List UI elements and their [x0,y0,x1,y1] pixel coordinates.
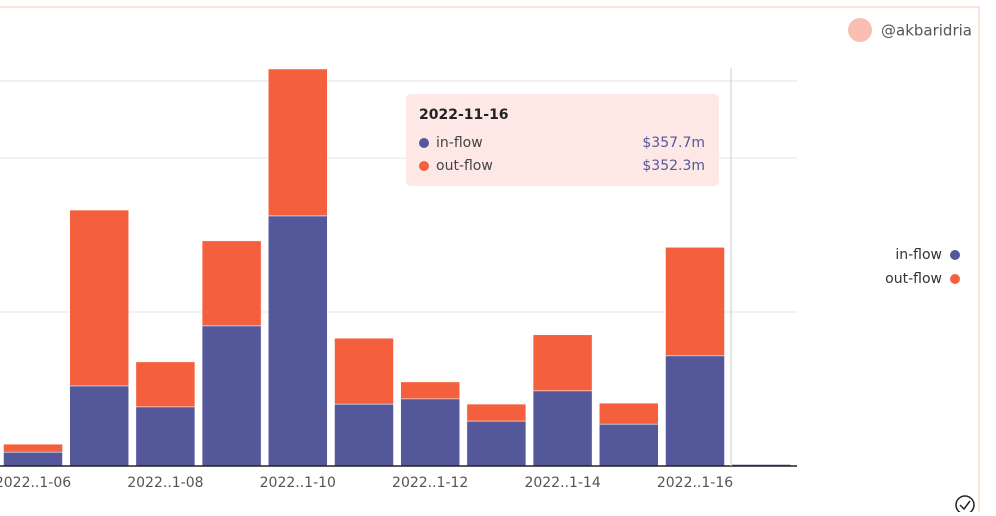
tooltip [406,94,719,186]
legend-label: in-flow [895,247,942,263]
x-tick-label: 2022..1-16 [657,475,733,491]
tooltip-title: 2022-11-16 [419,107,509,123]
bar-segment [599,423,659,467]
bar-segment [201,325,262,467]
x-tick-label: 2022..1-12 [392,475,468,491]
tooltip-value: $352.3m [642,158,705,174]
bar-segment [466,403,527,422]
bar-segment [3,443,63,453]
bar-segment [201,240,262,327]
bar-segment [135,361,196,408]
bar-segment [69,209,129,387]
legend-dot [950,250,960,260]
tooltip-dot [419,138,429,148]
legend-label: out-flow [885,271,942,287]
check-icon-mark [959,500,971,511]
bar-segment [268,215,328,467]
legend-dot [950,274,960,284]
bar-segment [334,337,394,405]
tooltip-name: out-flow [436,158,493,174]
username: @akbaridria [881,22,972,40]
x-tick-label: 2022..1-06 [0,475,71,491]
bar-segment [334,403,394,467]
tooltip-name: in-flow [436,135,483,151]
check-icon [955,495,975,515]
x-tick-label: 2022..1-14 [524,475,600,491]
bar-segment [466,420,527,467]
bar-segment [532,334,593,392]
avatar [848,18,872,42]
tooltip-dot [419,161,429,171]
tooltip-value: $357.7m [642,135,705,151]
bar-segment [400,381,460,400]
bar-segment [135,406,196,467]
x-tick-label: 2022..1-08 [127,475,203,491]
bar-segment [665,247,725,357]
bar-segment [532,390,593,467]
bar-segment [69,385,129,467]
bar-segment [268,68,328,217]
frame [0,6,980,516]
bar-segment [599,402,659,425]
bar-segment [3,451,63,467]
x-tick-label: 2022..1-10 [260,475,336,491]
bar-segment [400,398,460,467]
bar-segment [665,355,725,467]
